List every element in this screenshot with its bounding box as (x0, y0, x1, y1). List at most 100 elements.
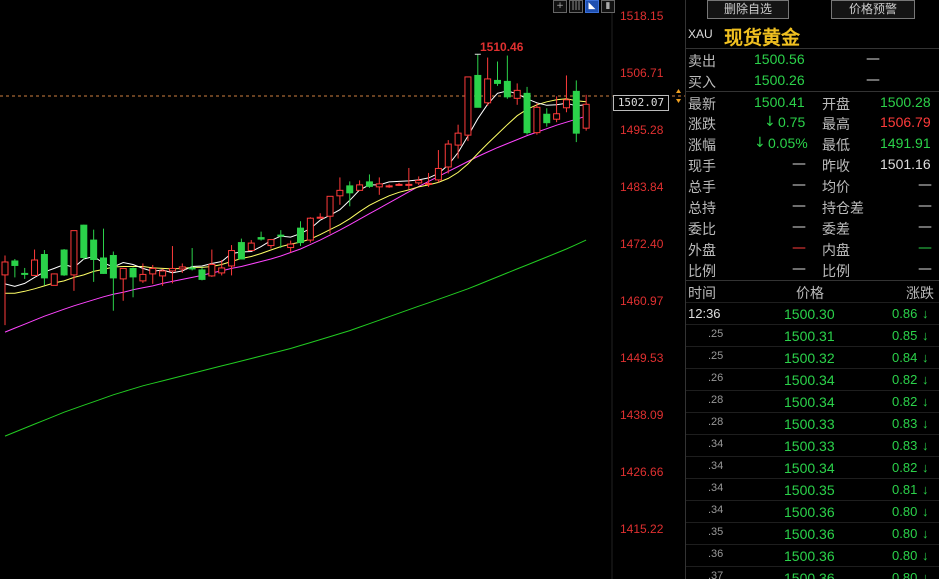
bars-icon[interactable]: ||| (569, 0, 583, 13)
candle-body (533, 106, 541, 134)
latest-price: 1500.41 (754, 94, 805, 110)
candle-body (228, 250, 236, 267)
candle-body (159, 270, 167, 277)
y-axis-label: 1506.71 (620, 66, 664, 80)
tick-price: 1500.34 (784, 372, 835, 388)
tick-change: 0.86 (892, 306, 918, 321)
total-hand-label: 总手 (688, 180, 716, 196)
candle-body (1, 261, 9, 276)
down-arrow-icon: ↓ (922, 416, 929, 431)
chart-toolbar: + ||| ◣ ▮ (553, 0, 615, 13)
up-arrow-icon (676, 89, 681, 93)
delete-watchlist-button[interactable]: 删除自选 (707, 0, 789, 19)
total-hand-value: — (792, 177, 806, 193)
high-annotation: 1510.46 (480, 40, 524, 54)
ratio-label: 委比 (688, 222, 716, 238)
candle-body (326, 195, 334, 217)
tick-time: .36 (708, 548, 724, 560)
candle-body (494, 79, 501, 84)
candle-body (582, 103, 590, 129)
candle-body (178, 266, 186, 270)
y-axis-label: 1472.40 (620, 237, 664, 251)
down-arrow-icon: ↓ (922, 438, 929, 453)
change-row: 涨跌 ↓ 0.75 最高 1506.79 (686, 112, 939, 133)
candle-body (297, 227, 304, 244)
candle-body (198, 269, 206, 280)
tick-time: .34 (708, 504, 724, 516)
prop1-value: — (792, 261, 806, 277)
tick-list[interactable]: 12:36 1500.30 0.86 ↓ .25 1500.31 0.85 ↓ .25 1500.… (686, 302, 939, 579)
tick-row: .28 1500.33 0.83 ↓ (686, 412, 939, 434)
tick-time: .28 (708, 416, 724, 428)
y-axis-label: 1415.22 (620, 522, 664, 536)
tick-row: .34 1500.33 0.83 ↓ (686, 434, 939, 456)
down-arrow-icon: ↓ (922, 394, 929, 409)
open-price: 1500.28 (880, 94, 931, 110)
tick-time: .28 (708, 394, 724, 406)
candle-body (306, 217, 314, 241)
current-price-tag: 1502.07 (613, 95, 669, 111)
candle-body (444, 143, 452, 168)
ma10-line (5, 98, 587, 294)
tick-time: .35 (708, 526, 724, 538)
candle-body (21, 272, 29, 275)
buy-price: 1500.26 (754, 72, 805, 88)
down-arrow-icon: ↓ (922, 350, 929, 365)
tick-change: 0.80 (892, 548, 918, 563)
latest-row: 最新 1500.41 开盘 1500.28 (686, 91, 939, 113)
kline-chart[interactable]: + ||| ◣ ▮ 1518.15 1506.71 1495.28 1483.8… (0, 0, 685, 579)
candle-body (31, 259, 39, 276)
tick-header: 时间 价格 涨跌 (686, 280, 939, 302)
prev-close-value: 1501.16 (880, 156, 931, 172)
cursor-icon[interactable]: ◣ (585, 0, 599, 13)
tick-change: 0.80 (892, 504, 918, 519)
tick-change: 0.85 (892, 328, 918, 343)
instrument-title: XAU 现货黄金 (686, 22, 939, 49)
sell-volume: — (866, 51, 880, 67)
tick-row: .36 1500.36 0.80 ↓ (686, 544, 939, 566)
y-axis-label: 1483.84 (620, 180, 664, 194)
down-arrow-icon: ↓ (922, 482, 929, 497)
down-arrow-icon: ↓ (922, 526, 929, 541)
candle-body (513, 89, 521, 99)
tick-time: 12:36 (688, 306, 721, 321)
ma30-line (4, 115, 587, 333)
candle-body (572, 90, 580, 134)
tick-price: 1500.33 (784, 416, 835, 432)
candle-body (257, 237, 265, 240)
latest-label: 最新 (688, 97, 716, 113)
candle-body (543, 113, 551, 124)
tick-row: .35 1500.36 0.80 ↓ (686, 522, 939, 544)
price-alert-button[interactable]: 价格预警 (831, 0, 915, 19)
tick-row: .25 1500.31 0.85 ↓ (686, 324, 939, 346)
y-axis-label: 1426.66 (620, 465, 664, 479)
tick-row: .37 1500.36 0.80 ↓ (686, 566, 939, 579)
ratio-row: 委比 — 委差 — (686, 217, 939, 238)
candle-body (267, 239, 275, 247)
prop2-value: — (918, 261, 932, 277)
change-label: 涨跌 (688, 117, 716, 133)
plus-icon[interactable]: + (553, 0, 567, 13)
inner-label: 内盘 (822, 243, 850, 259)
candle-body (277, 234, 285, 237)
y-axis-label: 1495.28 (620, 123, 664, 137)
candle-body (425, 182, 433, 185)
total-hold-label: 总持 (688, 201, 716, 217)
tick-head-price: 价格 (796, 286, 824, 302)
tick-row: .25 1500.32 0.84 ↓ (686, 346, 939, 368)
outer-value: — (792, 240, 806, 256)
down-arrow-icon: ↓ (922, 460, 929, 475)
change-value: 0.75 (778, 114, 806, 130)
tick-time: .26 (708, 372, 724, 384)
down-arrow-icon: ↓ (922, 328, 929, 343)
candle-icon[interactable]: ▮ (601, 0, 615, 13)
candle-body (375, 183, 383, 188)
quote-panel: 删除自选 价格预警 XAU 现货黄金 卖出 1500.56 — 买入 1500.… (685, 0, 939, 579)
tick-time: .34 (708, 438, 724, 450)
tick-time: .37 (708, 570, 724, 579)
outer-row: 外盘 — 内盘 — (686, 238, 939, 259)
tick-price: 1500.36 (784, 570, 835, 579)
prop-row: 比例 — 比例 — (686, 259, 939, 280)
tick-row: .34 1500.34 0.82 ↓ (686, 456, 939, 478)
kline-canvas[interactable] (0, 0, 685, 579)
